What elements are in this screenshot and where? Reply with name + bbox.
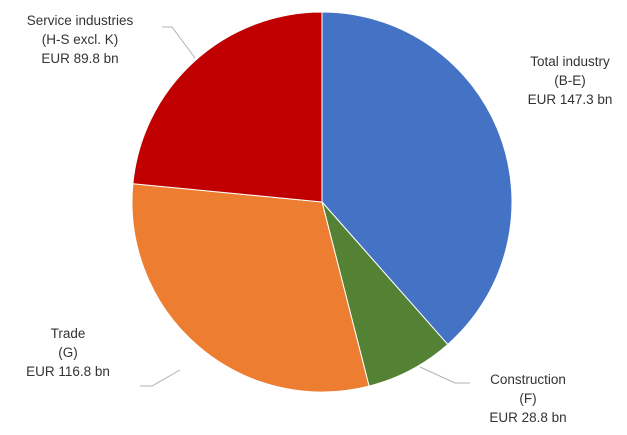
slice-labels: Total industry (B-E) EUR 147.3 bn Construct… [26, 13, 612, 425]
slice-label-line: (H-S excl. K) [42, 32, 119, 47]
slice-label-line: EUR 147.3 bn [528, 92, 613, 107]
slice-label-line: (B-E) [554, 73, 586, 88]
slice-label-line: Trade [51, 326, 86, 341]
slice-label-line: Total industry [530, 54, 610, 69]
slice-label-line: Service industries [27, 13, 134, 28]
slice-label-trade: Trade (G) EUR 116.8 bn [26, 326, 110, 379]
slice-label-total-industry: Total industry (B-E) EUR 147.3 bn [528, 54, 613, 107]
slice-label-line: EUR 116.8 bn [26, 364, 110, 379]
slice-label-line: (G) [58, 345, 78, 360]
pie-slice-service-industries [132, 11, 323, 203]
pie-slice-trade [131, 183, 370, 393]
slice-label-line: Construction [490, 372, 566, 387]
pie-slices [131, 11, 513, 393]
slice-label-line: EUR 28.8 bn [489, 410, 566, 425]
slice-label-line: (F) [519, 391, 536, 406]
slice-label-service-industries: Service industries (H-S excl. K) EUR 89.8 … [27, 13, 134, 66]
leader-line-trade [140, 369, 181, 387]
pie-slice-total-industry [321, 11, 513, 346]
leader-lines [140, 26, 470, 387]
slice-label-construction: Construction (F) EUR 28.8 bn [489, 372, 566, 425]
slice-label-line: EUR 89.8 bn [41, 51, 118, 66]
leader-line-service-industries [162, 26, 196, 59]
leader-line-construction [419, 366, 470, 384]
